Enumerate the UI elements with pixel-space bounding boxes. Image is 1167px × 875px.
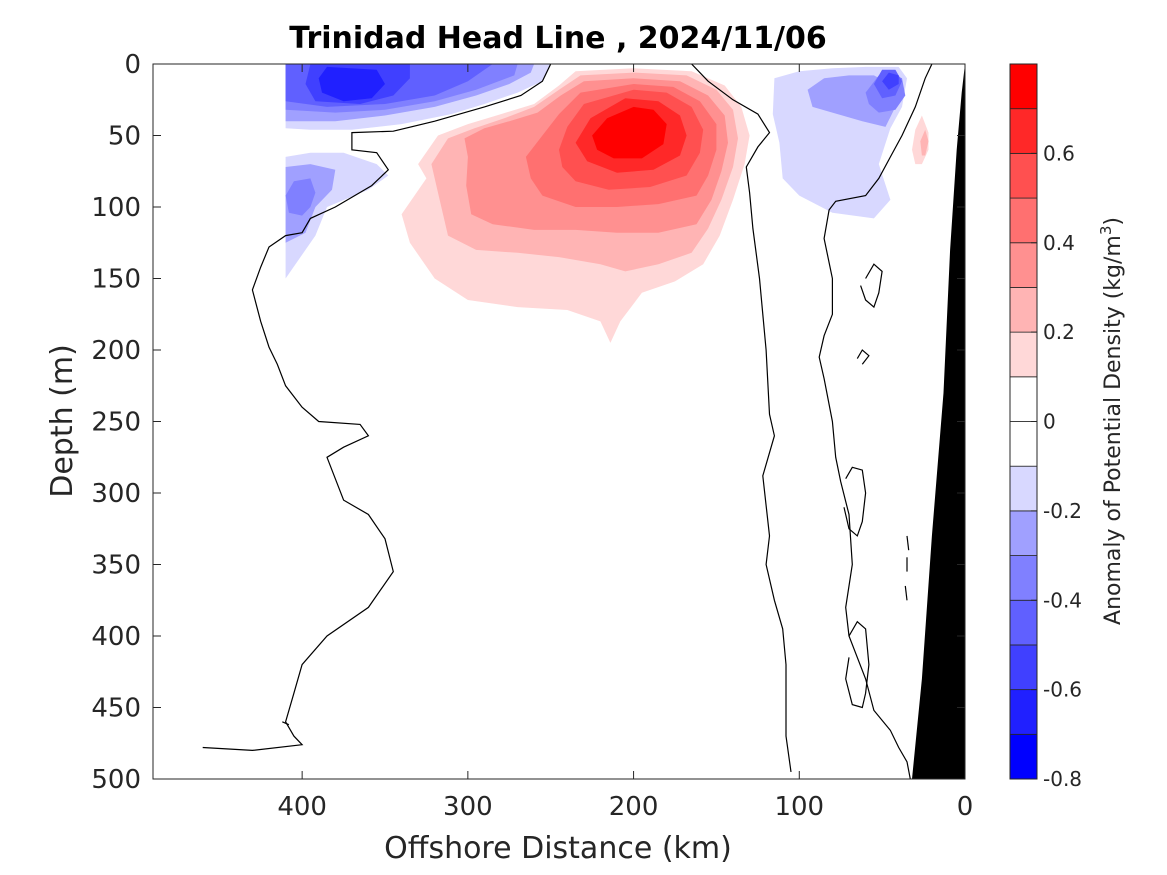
contour-line-zero-mid [691, 64, 792, 772]
y-axis-label: Depth (m) [45, 344, 80, 498]
y-tick-label: 450 [91, 694, 141, 724]
colorbar-level [1009, 599, 1038, 646]
x-axis-label: Offshore Distance (km) [384, 831, 732, 866]
contour-region-pos-0.7 [592, 106, 667, 159]
contour-region-neg-0.5-right [882, 72, 899, 90]
colorbar-level [1009, 287, 1038, 333]
colorbar-tick-label: 0.2 [1043, 320, 1075, 344]
contour-line-zero-tick-left [282, 721, 290, 726]
plot-area: 400 300 200 100 0 0 50 100 150 200 250 300 350 400 45… [91, 50, 973, 822]
contour-region-pos-right-0.2 [920, 129, 929, 156]
x-tick-label: 100 [774, 792, 824, 822]
colorbar-level [1009, 421, 1038, 467]
y-tick-label: 50 [108, 122, 141, 152]
colorbar-level [1009, 197, 1038, 244]
chart-title: Trinidad Head Line , 2024/11/06 [289, 21, 826, 56]
contour-line-zero-island-2 [856, 349, 870, 365]
x-tick-label: 300 [443, 792, 493, 822]
contour-line-zero-island-3 [843, 466, 867, 537]
colorbar-tick-label: 0.6 [1043, 141, 1075, 165]
colorbar: -0.8 -0.6 -0.4 -0.2 0 0.2 0.4 0.6 [1009, 63, 1082, 791]
contour-region-neg-0.3-mid [285, 178, 316, 216]
y-tick-label: 100 [91, 193, 141, 223]
colorbar-tick-label: 0.4 [1043, 231, 1075, 255]
y-tick-label: 150 [91, 265, 141, 295]
x-tick-label: 200 [609, 792, 659, 822]
y-tick-label: 500 [91, 765, 141, 795]
contour-line-zero-island-1 [860, 263, 883, 309]
colorbar-level [1009, 555, 1038, 601]
contour-fills [285, 64, 929, 343]
colorbar-tick-label: -0.2 [1043, 499, 1082, 523]
y-tick-label: 200 [91, 336, 141, 366]
colorbar-level [1009, 108, 1038, 154]
colorbar-level [1009, 152, 1038, 199]
colorbar-level [1009, 376, 1038, 422]
colorbar-label: Anomaly of Potential Density (kg/m3) [1097, 217, 1126, 625]
contour-line-zero-right [818, 64, 933, 779]
y-tick-label: 350 [91, 551, 141, 581]
colorbar-level [1009, 510, 1038, 556]
y-tick-label: 300 [91, 479, 141, 509]
contour-line-zero-left [202, 64, 552, 752]
zero-contour-lines [202, 64, 933, 779]
bathymetry-layer [912, 64, 965, 779]
x-tick-label: 400 [277, 792, 327, 822]
colorbar-level [1009, 465, 1038, 512]
colorbar-tick-label: -0.4 [1043, 588, 1082, 612]
colorbar-level [1009, 331, 1038, 378]
contour-region-neg-0.6-top [318, 66, 385, 102]
y-tick-label: 400 [91, 622, 141, 652]
y-axis-ticks: 0 50 100 150 200 250 300 350 400 450 500 [91, 50, 965, 795]
colorbar-tick-label: 0 [1043, 410, 1056, 434]
contour-line-zero-dash-3 [904, 585, 908, 601]
colorbar-level [1009, 242, 1038, 288]
colorbar-tick-label: -0.8 [1043, 767, 1082, 791]
contour-line-zero-island-4 [845, 620, 870, 709]
y-tick-label: 250 [91, 408, 141, 438]
colorbar-level [1009, 644, 1038, 691]
colorbar-level [1009, 63, 1038, 110]
colorbar-level [1009, 733, 1038, 780]
x-axis-ticks: 400 300 200 100 0 [277, 64, 973, 822]
y-tick-label: 0 [124, 50, 141, 80]
colorbar-level [1009, 689, 1038, 735]
contour-line-zero-dash-1 [906, 535, 910, 551]
colorbar-tick-label: -0.6 [1043, 678, 1082, 702]
x-tick-label: 0 [957, 792, 974, 822]
bathymetry-seafloor [912, 64, 965, 779]
